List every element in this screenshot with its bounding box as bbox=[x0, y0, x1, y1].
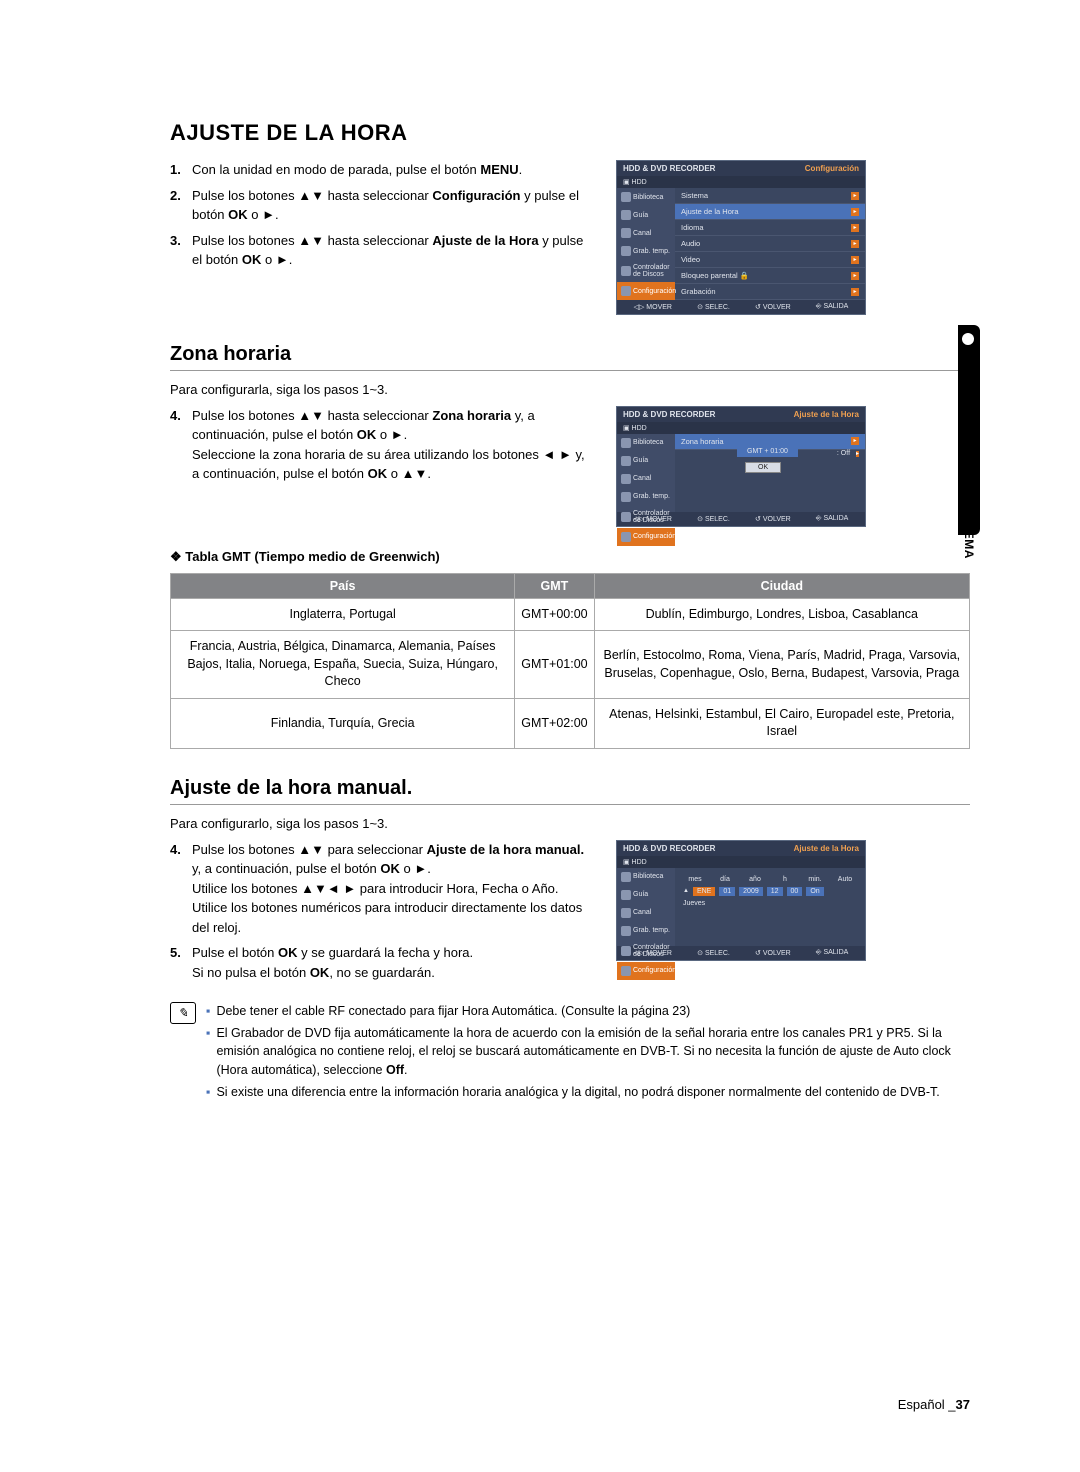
manual-title: Ajuste de la hora manual. bbox=[170, 777, 970, 800]
osd-zona-horaria: HDD & DVD RECORDER Ajuste de la Hora ▣ H… bbox=[616, 406, 866, 527]
osd-main-list: Sistema▸Ajuste de la Hora▸Idioma▸Audio▸V… bbox=[675, 188, 865, 300]
manual-intro: Para configurarlo, siga los pasos 1~3. bbox=[170, 815, 970, 834]
notes-block: ✎ Debe tener el cable RF conectado para … bbox=[170, 1002, 970, 1105]
page-footer: Español _37 bbox=[898, 1397, 970, 1412]
step-1: 1.Con la unidad en modo de parada, pulse… bbox=[170, 160, 590, 180]
zona-steps: 4.Pulse los botones ▲▼ hasta seleccionar… bbox=[170, 406, 590, 484]
step-4: 4.Pulse los botones ▲▼ hasta seleccionar… bbox=[170, 406, 590, 484]
step-3: 3.Pulse los botones ▲▼ hasta seleccionar… bbox=[170, 231, 590, 270]
page-title: AJUSTE DE LA HORA bbox=[170, 120, 970, 146]
page-content: AJUSTE DE LA HORA 1.Con la unidad en mod… bbox=[0, 0, 1080, 1165]
zona-intro: Para configurarla, siga los pasos 1~3. bbox=[170, 381, 970, 400]
step-5: 5.Pulse el botón OK y se guardará la fec… bbox=[170, 943, 590, 982]
divider-2 bbox=[170, 804, 970, 805]
osd-gmt-value: GMT + 01:00 bbox=[737, 446, 798, 457]
step-2: 2.Pulse los botones ▲▼ hasta seleccionar… bbox=[170, 186, 590, 225]
gmt-table: PaísGMTCiudad Inglaterra, PortugalGMT+00… bbox=[170, 573, 970, 749]
manual-steps: 4.Pulse los botones ▲▼ para seleccionar … bbox=[170, 840, 590, 983]
note-icon: ✎ bbox=[170, 1002, 196, 1024]
zona-title: Zona horaria bbox=[170, 343, 970, 366]
osd-title: HDD & DVD RECORDER bbox=[623, 164, 715, 173]
osd-ok-button[interactable]: OK bbox=[745, 462, 781, 473]
intro-steps: 1.Con la unidad en modo de parada, pulse… bbox=[170, 160, 590, 270]
divider bbox=[170, 370, 970, 371]
side-tab-label: CONFIGURACIÓN DEL SISTEMA bbox=[962, 360, 976, 559]
osd-sidebar: BibliotecaGuíaCanalGrab. temp.Controlado… bbox=[617, 188, 675, 300]
osd-hdd: ▣ HDD bbox=[617, 176, 865, 188]
osd-title-right: Configuración bbox=[805, 164, 859, 173]
osd-footer: ◁▷ MOVER⊙ SELEC.↺ VOLVER⎆ SALIDA bbox=[617, 300, 865, 314]
osd-config-menu: HDD & DVD RECORDER Configuración ▣ HDD B… bbox=[616, 160, 866, 315]
gmt-table-caption: ❖ Tabla GMT (Tiempo medio de Greenwich) bbox=[170, 549, 970, 565]
step-4b: 4.Pulse los botones ▲▼ para seleccionar … bbox=[170, 840, 590, 938]
osd-manual-clock: HDD & DVD RECORDER Ajuste de la Hora ▣ H… bbox=[616, 840, 866, 961]
